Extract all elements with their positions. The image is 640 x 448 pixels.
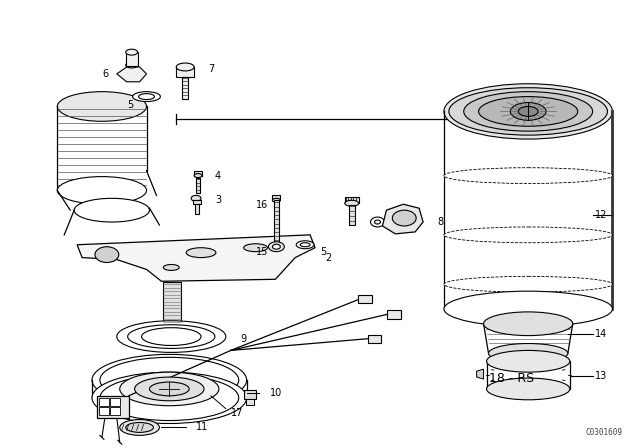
Text: 12: 12 bbox=[595, 210, 607, 220]
Bar bbox=[182, 77, 188, 99]
Bar bbox=[99, 398, 109, 406]
Text: 8: 8 bbox=[437, 217, 443, 227]
Polygon shape bbox=[77, 235, 315, 281]
Text: 16: 16 bbox=[255, 200, 268, 210]
Text: 13: 13 bbox=[595, 371, 607, 381]
Ellipse shape bbox=[444, 227, 612, 243]
Polygon shape bbox=[383, 204, 423, 234]
Ellipse shape bbox=[150, 382, 189, 396]
Bar bbox=[275, 200, 279, 245]
Ellipse shape bbox=[444, 291, 612, 327]
Bar bbox=[349, 205, 355, 225]
Ellipse shape bbox=[100, 358, 239, 403]
Text: 1: 1 bbox=[553, 112, 560, 121]
Text: 6: 6 bbox=[102, 69, 108, 79]
Ellipse shape bbox=[120, 419, 159, 435]
Ellipse shape bbox=[444, 276, 612, 292]
Ellipse shape bbox=[374, 220, 380, 224]
Ellipse shape bbox=[58, 92, 147, 121]
Text: 18 - RS: 18 - RS bbox=[488, 371, 534, 384]
Bar bbox=[110, 398, 120, 406]
Text: 15: 15 bbox=[255, 247, 268, 257]
Ellipse shape bbox=[139, 94, 154, 99]
Bar bbox=[358, 295, 372, 303]
Ellipse shape bbox=[134, 377, 204, 401]
Ellipse shape bbox=[518, 107, 538, 116]
Bar bbox=[246, 399, 253, 405]
Text: 11: 11 bbox=[196, 422, 209, 432]
Text: 17: 17 bbox=[231, 408, 243, 418]
Text: 3: 3 bbox=[215, 195, 221, 205]
Ellipse shape bbox=[484, 312, 573, 336]
Bar bbox=[125, 52, 138, 66]
Ellipse shape bbox=[125, 62, 138, 68]
Ellipse shape bbox=[300, 243, 310, 247]
Ellipse shape bbox=[464, 92, 593, 131]
Text: 2: 2 bbox=[325, 253, 332, 263]
Ellipse shape bbox=[194, 174, 202, 177]
Ellipse shape bbox=[186, 248, 216, 258]
Ellipse shape bbox=[120, 372, 219, 406]
Bar bbox=[387, 310, 401, 319]
Ellipse shape bbox=[132, 92, 161, 102]
Text: 10: 10 bbox=[271, 388, 283, 398]
Bar bbox=[367, 335, 381, 344]
Text: 5: 5 bbox=[127, 99, 133, 109]
Bar bbox=[273, 195, 280, 200]
Ellipse shape bbox=[163, 264, 179, 271]
Ellipse shape bbox=[486, 378, 570, 400]
Bar bbox=[163, 282, 181, 332]
Ellipse shape bbox=[486, 350, 570, 372]
Ellipse shape bbox=[176, 63, 194, 71]
Ellipse shape bbox=[510, 103, 546, 121]
Ellipse shape bbox=[371, 217, 385, 227]
Text: 7: 7 bbox=[208, 64, 214, 74]
Ellipse shape bbox=[296, 241, 314, 249]
Bar bbox=[195, 204, 199, 214]
Bar bbox=[176, 67, 194, 77]
Bar bbox=[110, 407, 120, 414]
Bar bbox=[193, 200, 201, 204]
Ellipse shape bbox=[100, 375, 239, 421]
Polygon shape bbox=[116, 67, 147, 82]
Bar bbox=[345, 197, 358, 203]
Text: 9: 9 bbox=[241, 334, 247, 344]
Polygon shape bbox=[477, 369, 484, 379]
Ellipse shape bbox=[345, 200, 358, 206]
Ellipse shape bbox=[125, 49, 138, 55]
Bar bbox=[99, 407, 109, 414]
Ellipse shape bbox=[116, 321, 226, 353]
Ellipse shape bbox=[444, 84, 612, 139]
Ellipse shape bbox=[58, 177, 147, 204]
Ellipse shape bbox=[479, 97, 578, 126]
Ellipse shape bbox=[141, 327, 201, 345]
Ellipse shape bbox=[273, 198, 280, 202]
Ellipse shape bbox=[444, 168, 612, 184]
Ellipse shape bbox=[244, 244, 268, 252]
Text: 4: 4 bbox=[215, 171, 221, 181]
Ellipse shape bbox=[128, 325, 215, 349]
Ellipse shape bbox=[392, 210, 416, 226]
Ellipse shape bbox=[488, 344, 568, 363]
Ellipse shape bbox=[449, 88, 607, 135]
Bar bbox=[244, 390, 255, 399]
Ellipse shape bbox=[191, 195, 201, 201]
Ellipse shape bbox=[74, 198, 150, 222]
Bar bbox=[194, 171, 202, 176]
Text: 5: 5 bbox=[320, 247, 326, 257]
Ellipse shape bbox=[92, 372, 246, 423]
Bar bbox=[196, 177, 200, 194]
Bar bbox=[97, 396, 129, 418]
Ellipse shape bbox=[125, 422, 154, 432]
Ellipse shape bbox=[273, 244, 280, 249]
Ellipse shape bbox=[92, 354, 246, 406]
Ellipse shape bbox=[95, 247, 119, 263]
Text: 14: 14 bbox=[595, 329, 607, 339]
Ellipse shape bbox=[268, 242, 284, 252]
Text: C0301609: C0301609 bbox=[586, 428, 622, 437]
